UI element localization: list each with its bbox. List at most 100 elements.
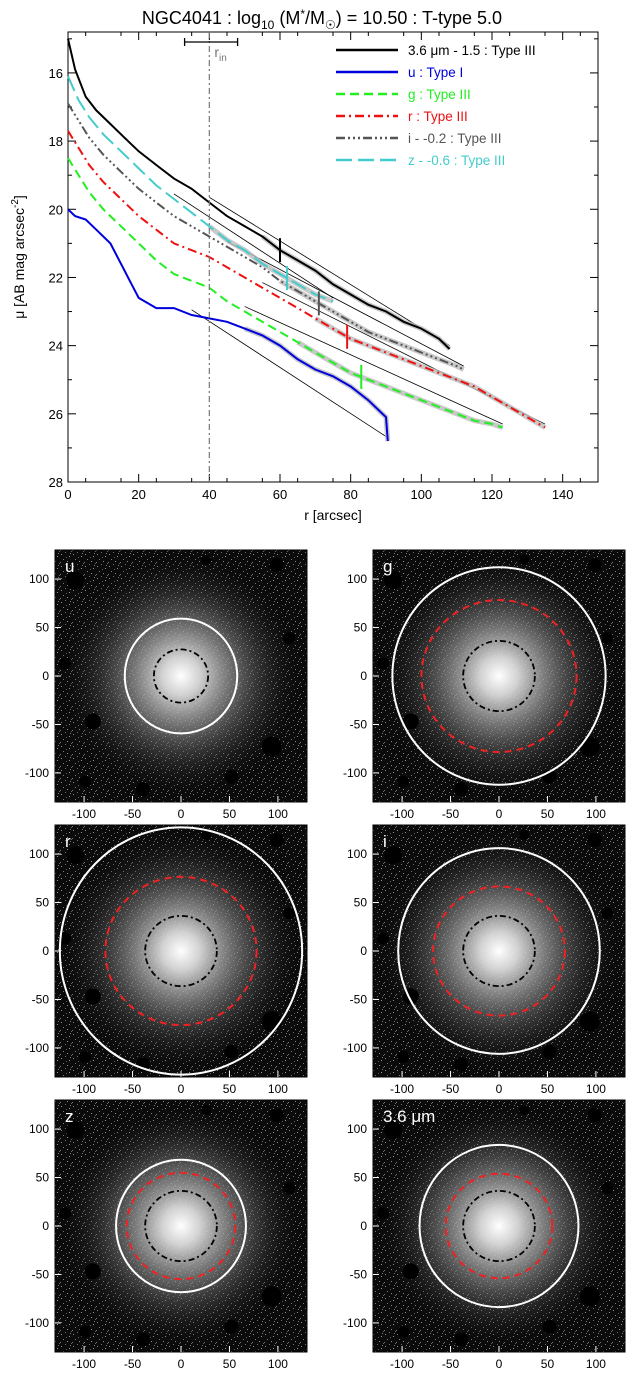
- fit-line: [191, 309, 388, 439]
- masked-region: [66, 571, 85, 590]
- x-tick-label: 140: [552, 487, 574, 502]
- panel-x-tick-label: 100: [268, 1082, 288, 1096]
- panel-x-tick-label: -50: [442, 1357, 460, 1371]
- masked-region: [269, 1108, 284, 1123]
- galaxy-glow: [373, 1100, 625, 1352]
- fit-line: [226, 241, 464, 367]
- image-panel: u -100 -50 0 50 100 100 50 0 -50 -100: [25, 549, 308, 821]
- panel-x-tick-label: 50: [541, 1357, 555, 1371]
- masked-region: [587, 558, 602, 573]
- masked-region: [579, 736, 600, 757]
- outer-ellipse: [123, 617, 239, 735]
- galaxy-glow: [55, 825, 307, 1077]
- x-tick-label: 120: [481, 487, 503, 502]
- break-ellipse: [444, 1172, 554, 1280]
- y-tick-label: 28: [49, 475, 63, 490]
- break-ellipse: [125, 1171, 237, 1281]
- y-tick-label: 24: [49, 339, 63, 354]
- masked-region: [454, 782, 469, 797]
- masked-region: [519, 555, 530, 566]
- panel-y-tick-label: 0: [360, 944, 367, 958]
- series-line: [67, 208, 389, 442]
- panel-y-tick-label: 50: [354, 896, 368, 910]
- masked-region: [261, 1286, 282, 1307]
- profile-series: [67, 38, 547, 442]
- masked-region: [601, 1182, 614, 1195]
- masked-region: [84, 988, 101, 1005]
- panel-label: r: [65, 832, 71, 851]
- panel-y-tick-label: 0: [360, 1219, 367, 1233]
- panel-x-tick-label: 0: [496, 1082, 503, 1096]
- fit-lines: [173, 193, 546, 439]
- masked-region: [201, 555, 212, 566]
- x-tick-label: 60: [273, 487, 287, 502]
- outer-ellipse: [115, 1158, 247, 1294]
- image-panel: r -100 -50 0 50 100 100 50 0 -50 -100: [25, 824, 308, 1096]
- masked-region: [397, 1050, 410, 1063]
- panel-x-tick-label: -100: [390, 1082, 414, 1096]
- masked-region: [601, 907, 614, 920]
- x-tick-label: 100: [410, 487, 432, 502]
- legend: 3.6 μm - 1.5 : Type III u : Type I g : Typ…: [336, 43, 536, 168]
- masked-region: [224, 1044, 239, 1059]
- masked-region: [397, 775, 410, 788]
- y-tick-label: 26: [49, 407, 63, 422]
- series-line: [67, 130, 546, 429]
- masked-region: [79, 1050, 92, 1063]
- break-markers: [279, 238, 363, 389]
- masked-region: [587, 833, 602, 848]
- rin-ellipse: [144, 914, 218, 988]
- masked-region: [136, 1332, 151, 1347]
- masked-region: [261, 1011, 282, 1032]
- panel-y-tick-label: 50: [36, 896, 50, 910]
- panel-y-tick-label: -100: [343, 1316, 367, 1330]
- masked-region: [542, 1044, 557, 1059]
- fit-line: [244, 306, 503, 425]
- panel-x-tick-label: 50: [541, 1082, 555, 1096]
- y-tick-label: 22: [49, 270, 63, 285]
- panel-x-tick-label: 100: [586, 1082, 606, 1096]
- panel-x-tick-label: -100: [72, 1082, 96, 1096]
- outer-ellipse: [391, 566, 607, 786]
- masked-region: [59, 932, 72, 945]
- panel-label: u: [65, 557, 74, 576]
- panel-x-tick-label: 0: [496, 1357, 503, 1371]
- panel-x-tick-label: -50: [124, 1357, 142, 1371]
- series-line: [67, 38, 451, 350]
- panel-x-tick-label: 50: [223, 807, 237, 821]
- legend-label: z - -0.6 : Type III: [408, 153, 505, 168]
- image-panel: g -100 -50 0 50 100 100 50 0 -50 -100: [343, 549, 626, 821]
- fit-line: [209, 197, 450, 346]
- image-panel: 3.6 μm -100 -50 0 50 100 100 50 0 -50 -100: [343, 1099, 626, 1371]
- break-ellipse: [420, 599, 578, 753]
- masked-region: [269, 558, 284, 573]
- rin-ellipse: [462, 1189, 536, 1263]
- panel-x-tick-label: 100: [586, 807, 606, 821]
- panel-y-tick-label: -50: [32, 992, 50, 1006]
- image-panels: u -100 -50 0 50 100 100 50 0 -50 -100 g -100 -50 0 50 10…: [25, 549, 626, 1371]
- masked-region: [224, 769, 239, 784]
- fit-line: [173, 193, 334, 299]
- masked-region: [136, 782, 151, 797]
- plot-title: NGC4041 : log10 (M*/M☉) = 10.50 : T-type…: [142, 7, 502, 32]
- uncertainty-band: [278, 278, 465, 372]
- panel-y-tick-label: 100: [29, 572, 49, 586]
- panel-label: z: [65, 1107, 74, 1126]
- rin-errorbar: [183, 38, 239, 46]
- masked-region: [269, 833, 284, 848]
- masked-region: [79, 1325, 92, 1338]
- rin-label: rin: [214, 44, 226, 64]
- panel-y-tick-label: 50: [354, 1171, 368, 1185]
- masked-region: [283, 632, 296, 645]
- legend-label: 3.6 μm - 1.5 : Type III: [408, 43, 536, 58]
- masked-region: [384, 846, 403, 865]
- x-axis-label: r [arcsec]: [304, 507, 362, 523]
- x-tick-label: 0: [64, 487, 71, 502]
- masked-region: [66, 846, 85, 865]
- masked-region: [283, 1182, 296, 1195]
- panel-y-tick-label: -100: [343, 766, 367, 780]
- y-axis-label: μ [AB mag arcsec-2]: [10, 195, 27, 319]
- x-tick-label: 80: [343, 487, 357, 502]
- panel-y-tick-label: 50: [354, 621, 368, 635]
